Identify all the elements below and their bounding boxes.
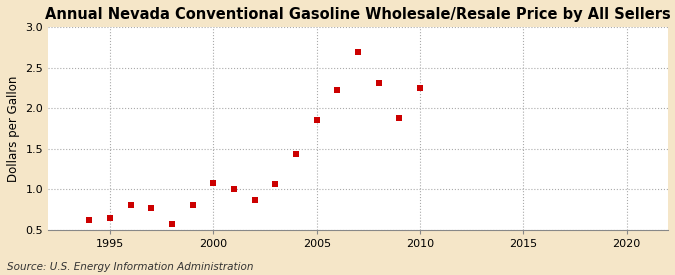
- Point: [208, 181, 219, 185]
- Point: [414, 86, 425, 90]
- Point: [332, 88, 343, 93]
- Point: [394, 116, 405, 120]
- Point: [352, 50, 363, 54]
- Point: [373, 81, 384, 85]
- Point: [105, 215, 115, 220]
- Point: [270, 182, 281, 186]
- Point: [311, 117, 322, 122]
- Point: [229, 187, 240, 191]
- Title: Annual Nevada Conventional Gasoline Wholesale/Resale Price by All Sellers: Annual Nevada Conventional Gasoline Whol…: [45, 7, 671, 22]
- Text: Source: U.S. Energy Information Administration: Source: U.S. Energy Information Administ…: [7, 262, 253, 272]
- Point: [146, 206, 157, 210]
- Y-axis label: Dollars per Gallon: Dollars per Gallon: [7, 75, 20, 182]
- Point: [188, 203, 198, 208]
- Point: [167, 222, 178, 226]
- Point: [291, 152, 302, 156]
- Point: [84, 218, 95, 222]
- Point: [126, 203, 136, 208]
- Point: [249, 198, 260, 202]
